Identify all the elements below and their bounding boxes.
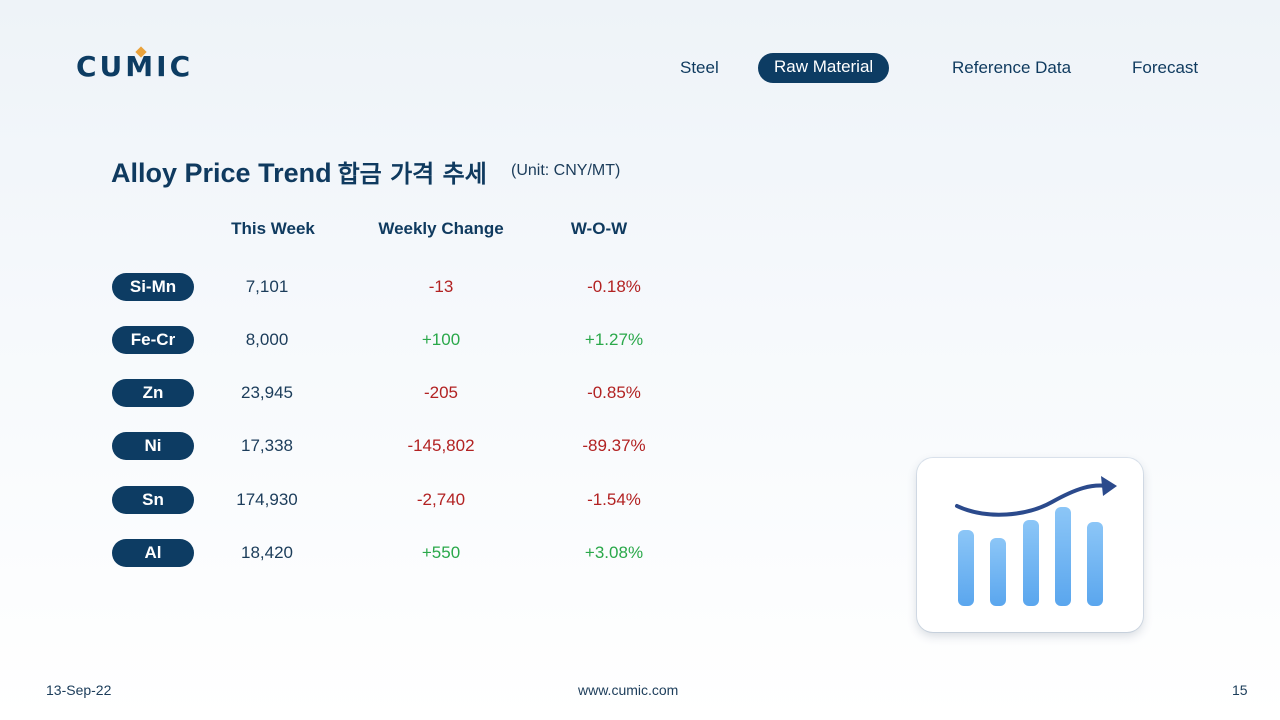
illustration-bar [1023, 520, 1039, 606]
illustration-bar [1087, 522, 1103, 606]
weekly-change-value: -13 [428, 277, 454, 296]
nav-item-reference-data[interactable]: Reference Data [952, 58, 1072, 77]
arrow-head-icon [1101, 476, 1117, 496]
alloy-label: Si-Mn [112, 273, 194, 301]
table-row: Al 18,420 +550 +3.08% [0, 539, 1280, 569]
alloy-label: Ni [112, 432, 194, 460]
this-week-value: 8,000 [245, 330, 289, 349]
logo-text-m: M [125, 50, 157, 83]
weekly-change-value: -205 [423, 383, 459, 402]
column-header-weekly-change: Weekly Change [378, 219, 504, 238]
column-header-this-week: This Week [231, 219, 315, 238]
wow-value: +3.08% [584, 543, 644, 562]
nav-item-raw-material[interactable]: Raw Material [758, 53, 890, 83]
nav-item-steel[interactable]: Steel [680, 58, 719, 77]
table-row: Sn 174,930 -2,740 -1.54% [0, 486, 1280, 516]
table-row: Ni 17,338 -145,802 -89.37% [0, 432, 1280, 462]
this-week-value: 7,101 [245, 277, 289, 296]
wow-value: +1.27% [584, 330, 644, 349]
trend-line [955, 483, 1109, 517]
page-number: 15 [1232, 682, 1248, 698]
growth-chart-graphic [955, 476, 1117, 606]
page-title: Alloy Price Trend 합금 가격 추세 [111, 154, 487, 189]
wow-value: -0.18% [587, 277, 641, 296]
cumic-logo: CUMIC [76, 53, 193, 81]
weekly-change-value: -145,802 [407, 436, 475, 455]
wow-value: -1.54% [587, 490, 641, 509]
growth-chart-icon [917, 458, 1143, 632]
nav-item-forecast[interactable]: Forecast [1132, 58, 1199, 77]
footer-website[interactable]: www.cumic.com [578, 682, 679, 698]
alloy-label: Sn [112, 486, 194, 514]
unit-label: (Unit: CNY/MT) [511, 162, 621, 179]
illustration-bar [1055, 507, 1071, 606]
wow-value: -0.85% [587, 383, 641, 402]
this-week-value: 18,420 [241, 543, 293, 562]
this-week-value: 17,338 [241, 436, 293, 455]
logo-text-a: CU [76, 50, 126, 83]
table-row: Si-Mn 7,101 -13 -0.18% [0, 273, 1280, 303]
logo-text-b: IC [156, 50, 194, 83]
footer-date: 13-Sep-22 [46, 682, 112, 698]
weekly-change-value: -2,740 [416, 490, 466, 509]
alloy-label: Zn [112, 379, 194, 407]
this-week-value: 23,945 [241, 383, 293, 402]
top-nav: Steel Raw Material Reference Data Foreca… [0, 53, 1280, 83]
illustration-bar [958, 530, 974, 606]
title-english: Alloy Price Trend [111, 158, 332, 188]
this-week-value: 174,930 [236, 490, 298, 509]
table-row: Zn 23,945 -205 -0.85% [0, 379, 1280, 409]
wow-value: -89.37% [582, 436, 646, 455]
alloy-label: Fe-Cr [112, 326, 194, 354]
column-header-wow: W-O-W [570, 219, 628, 238]
title-korean: 합금 가격 추세 [337, 160, 487, 188]
illustration-bar [990, 538, 1006, 606]
weekly-change-value: +100 [421, 330, 461, 349]
alloy-label: Al [112, 539, 194, 567]
table-row: Fe-Cr 8,000 +100 +1.27% [0, 326, 1280, 356]
weekly-change-value: +550 [421, 543, 461, 562]
